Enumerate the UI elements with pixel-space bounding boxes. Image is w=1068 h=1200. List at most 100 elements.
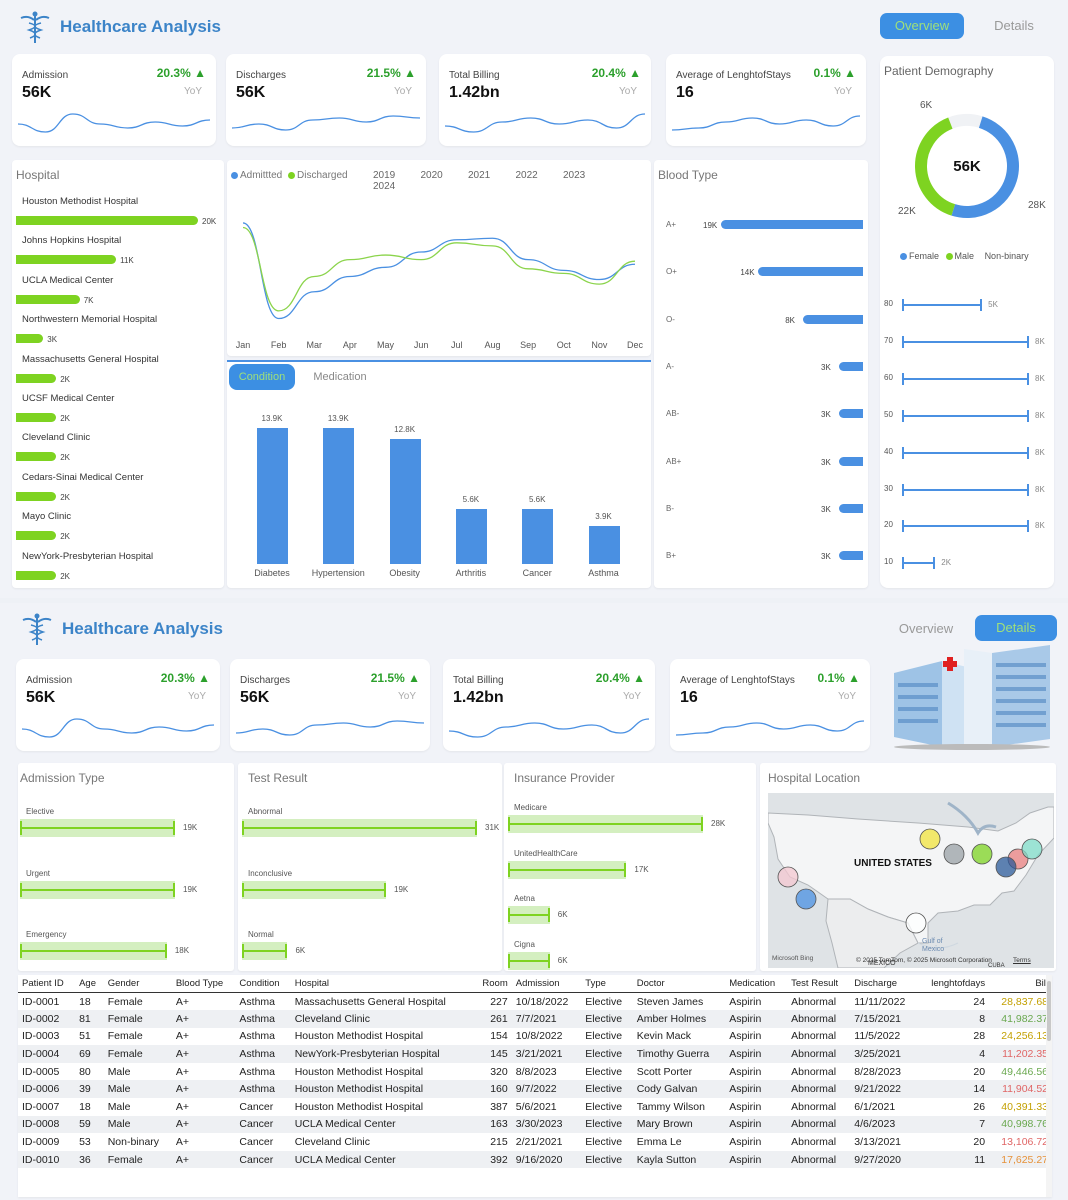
column-header[interactable]: lenghtofdays	[918, 975, 990, 993]
column-header[interactable]: Age	[75, 975, 104, 993]
year-option[interactable]: 2019	[373, 170, 396, 181]
column-header[interactable]: Admission	[511, 975, 582, 993]
column-header[interactable]: Bill	[989, 975, 1052, 993]
age-bar[interactable]	[902, 304, 981, 306]
year-option[interactable]: 2022	[515, 170, 538, 181]
table-cell: 6/1/2021	[854, 1100, 896, 1113]
age-bar-end	[1027, 335, 1029, 348]
age-bar-end	[933, 557, 936, 570]
hospital-bar[interactable]	[16, 570, 57, 580]
scrollbar-thumb[interactable]	[1047, 981, 1051, 1041]
condition-bar[interactable]	[257, 428, 288, 564]
column-header[interactable]: Hospital	[290, 975, 474, 993]
table-row[interactable]: ID-0002 81 Female A+ Asthma Cleveland Clinic 2…	[18, 1010, 1052, 1028]
table-row[interactable]: ID-0010 36 Female A+ Cancer UCLA Medical Cent…	[18, 1150, 1052, 1169]
table-row[interactable]: ID-0001 18 Female A+ Asthma Massachusetts Gen…	[18, 993, 1052, 1011]
column-header[interactable]: Test Result	[787, 975, 851, 993]
year-option[interactable]: 2024	[373, 181, 396, 192]
hospital-bar[interactable]	[16, 255, 117, 265]
table-row[interactable]: ID-0007 18 Male A+ Cancer Houston Methodist H…	[18, 1098, 1052, 1116]
tab-details[interactable]: Details	[994, 18, 1034, 33]
column-header[interactable]: Patient ID	[18, 975, 76, 993]
blood-bar[interactable]	[803, 314, 863, 324]
kpi-label: Average of LenghtofStays	[676, 70, 791, 81]
table-cell: Abnormal	[787, 1010, 851, 1028]
age-bar[interactable]	[902, 525, 1027, 528]
blood-bar[interactable]	[839, 361, 863, 371]
blood-bar[interactable]	[839, 503, 863, 513]
hospital-name: Massachusetts General Hospital	[22, 353, 159, 365]
column-header[interactable]: Gender	[103, 975, 172, 993]
column-header[interactable]: Medication	[725, 975, 788, 993]
table-cell: Tammy Wilson	[636, 1100, 705, 1113]
table-row[interactable]: ID-0006 39 Male A+ Asthma Houston Methodist H…	[18, 1080, 1052, 1099]
hospital-bar[interactable]	[16, 413, 57, 422]
table-cell: A+	[171, 1080, 236, 1099]
hospital-bar[interactable]	[16, 334, 44, 344]
table-row[interactable]: ID-0005 80 Male A+ Asthma Houston Methodist H…	[18, 1063, 1052, 1081]
table-cell: 17,625.27	[989, 1150, 1052, 1169]
table-cell: 13,106.72	[1001, 1136, 1048, 1149]
kpi-label: Discharges	[236, 70, 287, 81]
blood-bar[interactable]	[839, 551, 863, 561]
condition-bar[interactable]	[588, 525, 620, 564]
age-bar[interactable]	[902, 451, 1027, 454]
sparkline-path	[672, 115, 860, 131]
age-bar[interactable]	[902, 340, 1027, 343]
condition-bar[interactable]	[389, 438, 421, 564]
admission-type-value: 19K	[183, 823, 198, 832]
column-header[interactable]: Condition	[235, 975, 291, 993]
hospital-bar[interactable]	[16, 294, 80, 304]
map-copyright: © 2025 TomTom, © 2025 Microsoft Corporat…	[856, 957, 992, 964]
hospital-bar[interactable]	[16, 216, 198, 225]
bar-tick	[384, 882, 387, 897]
tab-medication[interactable]: Medication	[313, 371, 367, 383]
column-header[interactable]: Blood Type	[171, 975, 236, 993]
table-cell: Aspirin	[725, 1010, 788, 1028]
table-cell: 10/18/2022	[515, 995, 569, 1008]
usa-map[interactable]	[768, 793, 1054, 968]
table-row[interactable]: ID-0004 69 Female A+ Asthma NewYork-Presbyter…	[18, 1045, 1052, 1063]
table-cell: Elective	[585, 1136, 623, 1149]
table-cell: Asthma	[239, 1065, 276, 1078]
condition-bar[interactable]	[522, 509, 554, 564]
column-header[interactable]: Doctor	[632, 975, 726, 993]
table-row[interactable]: ID-0008 59 Male A+ Cancer UCLA Medical Center…	[18, 1115, 1052, 1134]
table-row[interactable]: ID-0009 53 Non-binary A+ Cancer Cleveland Cli…	[18, 1133, 1052, 1151]
tab-details[interactable]: Details	[975, 615, 1057, 641]
blood-bar[interactable]	[839, 409, 863, 419]
blood-bar[interactable]	[758, 267, 863, 277]
age-bar[interactable]	[902, 377, 1027, 380]
hospital-name: NewYork-Presbyterian Hospital	[22, 550, 154, 562]
tab-condition[interactable]: Condition	[229, 364, 295, 390]
age-value: 2K	[941, 558, 952, 568]
blood-bar[interactable]	[839, 456, 863, 466]
male-slice	[915, 117, 956, 216]
insurance-name: Medicare	[514, 803, 547, 812]
blood-bar[interactable]	[721, 220, 863, 229]
admission-type-title: Admission Type	[20, 771, 105, 785]
map-terms-link[interactable]: Terms	[1013, 957, 1031, 964]
hospital-value: 2K	[60, 571, 70, 581]
column-header[interactable]: Room	[473, 975, 512, 993]
year-option[interactable]: 2023	[563, 170, 586, 181]
tab-overview[interactable]: Overview	[880, 13, 964, 39]
table-scrollbar[interactable]	[1046, 975, 1052, 1197]
table-cell: 145	[473, 1045, 512, 1063]
year-option[interactable]: 2020	[420, 170, 443, 181]
condition-bar[interactable]	[455, 509, 487, 564]
table-row[interactable]: ID-0003 51 Female A+ Asthma Houston Methodist…	[18, 1028, 1052, 1046]
age-label: 20	[884, 520, 893, 530]
condition-bar[interactable]	[323, 428, 355, 564]
tab-overview[interactable]: Overview	[898, 621, 954, 636]
column-header[interactable]: Discharge	[850, 975, 919, 993]
age-bar[interactable]	[902, 414, 1027, 417]
hospital-bar[interactable]	[16, 373, 57, 383]
hospital-bar[interactable]	[16, 531, 57, 541]
age-bar[interactable]	[902, 488, 1027, 491]
column-header[interactable]: Type	[581, 975, 633, 993]
year-option[interactable]: 2021	[468, 170, 491, 181]
hospital-bar[interactable]	[16, 452, 57, 462]
hospital-bar[interactable]	[16, 491, 57, 501]
age-bar[interactable]	[902, 562, 934, 565]
